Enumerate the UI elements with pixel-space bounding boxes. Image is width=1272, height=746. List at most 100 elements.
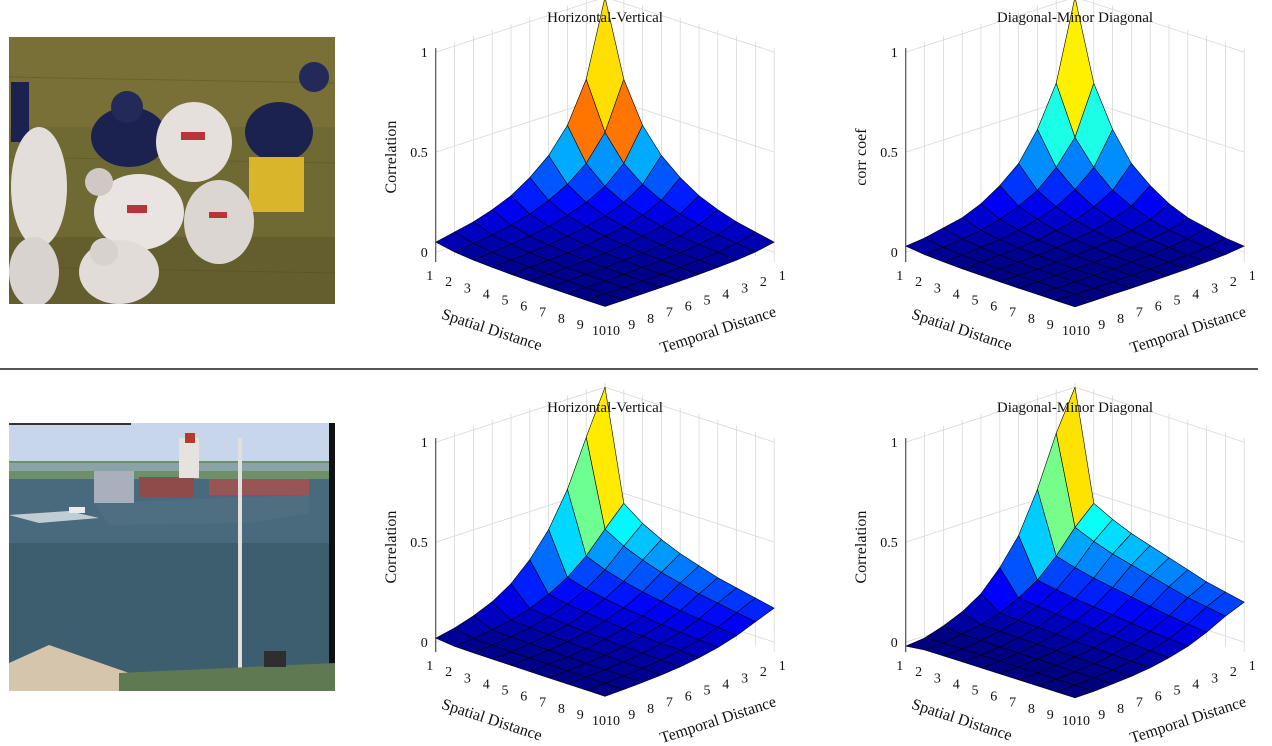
spatial-tick-label: 8 [1028,312,1035,327]
z-axis-label: Correlation [853,511,870,584]
spatial-axis-label: Spatial Distance [910,696,1015,744]
z-axis-label: Correlation [383,511,400,584]
temporal-tick-label: 5 [1174,294,1181,309]
temporal-tick-label: 4 [1192,677,1199,692]
temporal-tick-label: 8 [647,702,654,717]
temporal-tick-label: 5 [1174,684,1181,699]
z-tick-label: 0 [891,246,898,261]
z-tick-label: 0 [891,636,898,651]
spatial-tick-label: 2 [445,665,452,680]
spatial-tick-label: 9 [577,708,584,723]
spatial-tick-label: 3 [464,671,471,686]
spatial-tick-label: 9 [577,318,584,333]
temporal-tick-label: 10 [1076,324,1090,339]
spatial-tick-label: 7 [1009,306,1016,321]
temporal-tick-label: 5 [704,684,711,699]
chart-title: Horizontal-Vertical [547,10,663,26]
surface-patch [1055,294,1095,308]
temporal-tick-label: 6 [685,690,692,705]
temporal-tick-label: 8 [1117,312,1124,327]
z-tick-label: 0.5 [880,146,898,161]
spatial-tick-label: 7 [539,306,546,321]
z-axis-label: corr coef [853,128,870,186]
spatial-tick-label: 2 [915,665,922,680]
spatial-tick-label: 8 [558,312,565,327]
surface-patch [585,682,625,697]
chart-title: Horizontal-Vertical [547,400,663,416]
surface-plot-4: Diagonal-Minor Diagonal 0 0.5 1 Correlation 1… [835,383,1260,746]
spatial-tick-label: 10 [592,714,606,729]
temporal-tick-label: 9 [628,708,635,723]
z-tick-label: 1 [421,46,428,61]
surface-mesh [905,0,1245,308]
temporal-tick-label: 3 [741,281,748,296]
temporal-tick-label: 4 [722,677,729,692]
surface-patch [1055,684,1095,699]
temporal-tick-label: 5 [704,294,711,309]
spatial-tick-label: 6 [520,690,527,705]
spatial-tick-label: 10 [1062,714,1076,729]
z-tick-label: 1 [421,436,428,451]
spatial-tick-label: 7 [1009,696,1016,711]
temporal-tick-label: 2 [1230,275,1237,290]
spatial-tick-label: 9 [1047,318,1054,333]
surface-plot-2: Diagonal-Minor Diagonal 0 0.5 1 corr coef 1 2 3… [835,0,1260,357]
spatial-tick-label: 4 [953,677,960,692]
spatial-tick-label: 4 [483,677,490,692]
spatial-tick-label: 6 [990,690,997,705]
surface-mesh [435,0,775,307]
temporal-tick-label: 7 [666,306,673,321]
z-tick-label: 0.5 [880,536,898,551]
spatial-tick-label: 1 [426,659,433,674]
spatial-tick-label: 3 [934,281,941,296]
z-tick-label: 1 [891,46,898,61]
temporal-tick-label: 8 [1117,702,1124,717]
temporal-tick-label: 3 [741,671,748,686]
temporal-tick-label: 1 [1249,659,1256,674]
spatial-tick-label: 7 [539,696,546,711]
football-video-frame [9,37,335,304]
surface-plot-svg: Diagonal-Minor Diagonal 0 0.5 1 Correlation 1… [853,383,1256,746]
spatial-tick-label: 1 [896,659,903,674]
spatial-axis-label: Spatial Distance [440,696,545,744]
temporal-axis-label: Temporal Distance [658,693,778,746]
temporal-axis-label: Temporal Distance [1128,303,1248,357]
temporal-tick-label: 6 [1155,300,1162,315]
spatial-tick-label: 5 [972,684,979,699]
temporal-tick-label: 6 [1155,690,1162,705]
spatial-tick-label: 6 [520,300,527,315]
spatial-tick-label: 1 [426,269,433,284]
z-axis-label: Correlation [383,121,400,194]
temporal-axis-label: Temporal Distance [1128,693,1248,746]
chart-title: Diagonal-Minor Diagonal [997,10,1153,26]
temporal-tick-label: 8 [647,312,654,327]
temporal-tick-label: 7 [666,696,673,711]
spatial-tick-label: 5 [502,294,509,309]
temporal-tick-label: 1 [779,269,786,284]
temporal-tick-label: 1 [779,659,786,674]
chart-title: Diagonal-Minor Diagonal [997,400,1153,416]
z-tick-label: 0.5 [410,536,428,551]
temporal-tick-label: 4 [722,287,729,302]
temporal-tick-label: 9 [1098,708,1105,723]
spatial-tick-label: 2 [445,275,452,290]
spatial-axis-label: Spatial Distance [910,306,1015,354]
surface-mesh [905,386,1245,699]
temporal-tick-label: 9 [1098,318,1105,333]
spatial-tick-label: 10 [592,324,606,339]
temporal-tick-label: 4 [1192,287,1199,302]
z-tick-label: 0 [421,246,428,261]
z-tick-label: 0.5 [410,146,428,161]
spatial-tick-label: 8 [1028,702,1035,717]
spatial-tick-label: 4 [483,287,490,302]
ship-video-frame [9,423,335,691]
temporal-tick-label: 3 [1211,281,1218,296]
spatial-tick-label: 5 [502,684,509,699]
temporal-tick-label: 10 [1076,714,1090,729]
temporal-tick-label: 1 [1249,269,1256,284]
spatial-tick-label: 5 [972,294,979,309]
temporal-tick-label: 10 [606,324,620,339]
temporal-tick-label: 10 [606,714,620,729]
